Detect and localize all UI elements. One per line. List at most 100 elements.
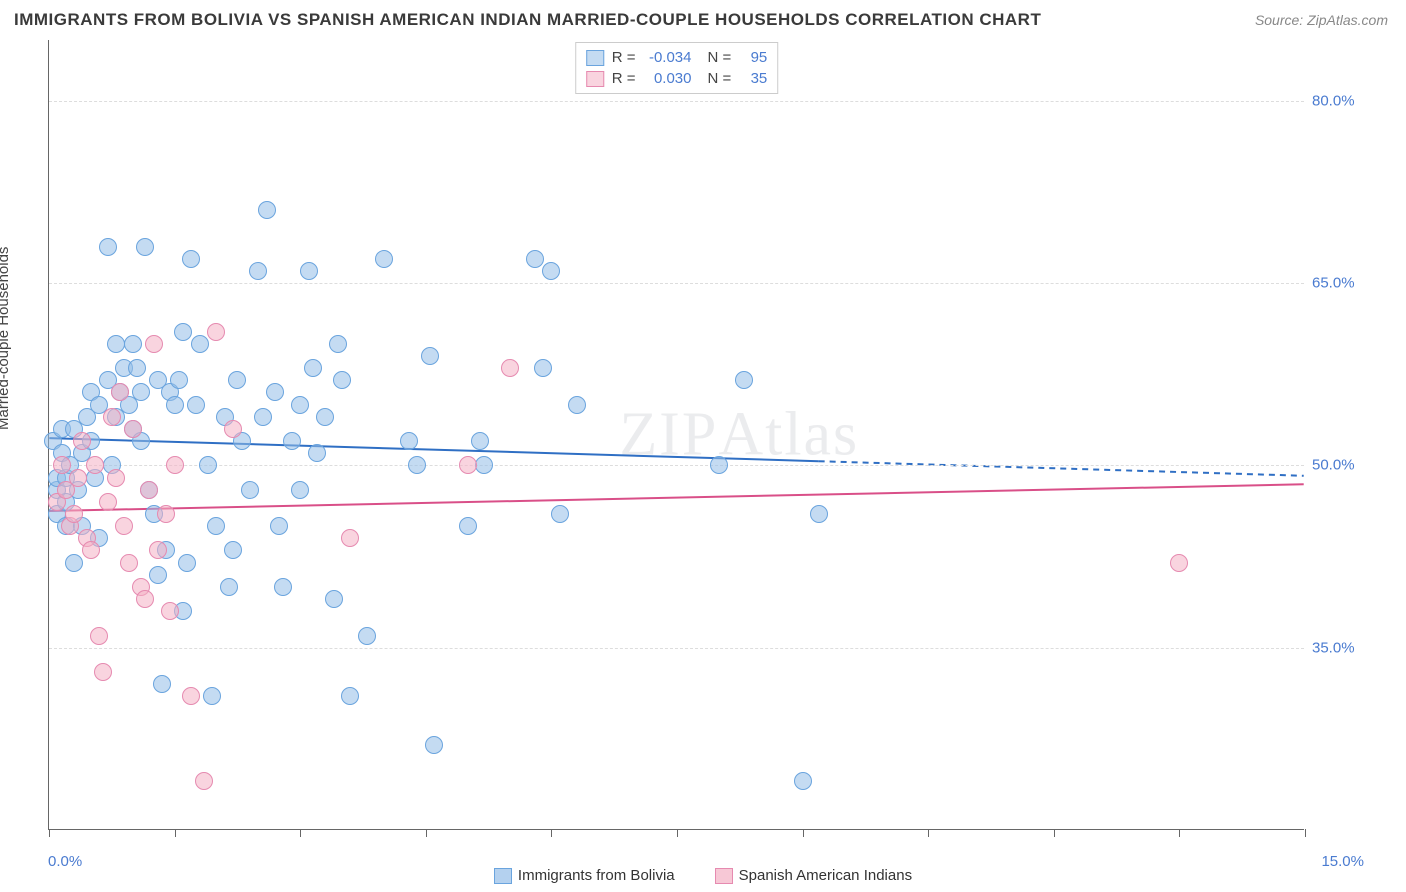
x-tick (803, 829, 804, 837)
legend-swatch (586, 71, 604, 87)
scatter-point (341, 687, 359, 705)
x-tick (300, 829, 301, 837)
scatter-point (224, 420, 242, 438)
scatter-point (810, 505, 828, 523)
scatter-point (568, 396, 586, 414)
scatter-point (408, 456, 426, 474)
scatter-point (459, 517, 477, 535)
scatter-point (358, 627, 376, 645)
scatter-point (136, 238, 154, 256)
scatter-point (178, 554, 196, 572)
legend-stats-row: R =0.030N =35 (586, 68, 768, 89)
scatter-point (65, 505, 83, 523)
scatter-point (300, 262, 318, 280)
y-tick-label: 80.0% (1312, 92, 1372, 109)
x-tick (551, 829, 552, 837)
scatter-point (400, 432, 418, 450)
scatter-point (199, 456, 217, 474)
scatter-point (166, 456, 184, 474)
x-tick (175, 829, 176, 837)
scatter-point (291, 396, 309, 414)
scatter-point (65, 554, 83, 572)
legend-swatch (715, 868, 733, 884)
scatter-point (241, 481, 259, 499)
scatter-point (161, 602, 179, 620)
scatter-point (534, 359, 552, 377)
scatter-point (153, 675, 171, 693)
scatter-point (228, 371, 246, 389)
scatter-point (375, 250, 393, 268)
y-tick-label: 65.0% (1312, 275, 1372, 292)
x-tick (1305, 829, 1306, 837)
scatter-point (187, 396, 205, 414)
scatter-point (207, 323, 225, 341)
legend-label: Spanish American Indians (739, 867, 912, 884)
legend-item: Spanish American Indians (715, 867, 912, 884)
legend-n-value: 95 (737, 49, 767, 66)
scatter-point (115, 517, 133, 535)
gridline (49, 101, 1304, 102)
legend-item: Immigrants from Bolivia (494, 867, 675, 884)
scatter-point (254, 408, 272, 426)
gridline (49, 465, 1304, 466)
scatter-point (526, 250, 544, 268)
scatter-point (325, 590, 343, 608)
scatter-point (149, 566, 167, 584)
x-tick (1179, 829, 1180, 837)
scatter-point (182, 250, 200, 268)
scatter-point (145, 335, 163, 353)
scatter-point (53, 456, 71, 474)
scatter-point (120, 554, 138, 572)
scatter-point (501, 359, 519, 377)
scatter-point (124, 335, 142, 353)
scatter-point (270, 517, 288, 535)
scatter-point (1170, 554, 1188, 572)
scatter-point (203, 687, 221, 705)
scatter-point (195, 772, 213, 790)
watermark: ZIPAtlas (619, 399, 859, 470)
scatter-point (128, 359, 146, 377)
source-attribution: Source: ZipAtlas.com (1255, 12, 1388, 28)
legend-r-label: R = (612, 70, 636, 87)
scatter-point (459, 456, 477, 474)
scatter-point (140, 481, 158, 499)
x-tick (1054, 829, 1055, 837)
scatter-point (258, 201, 276, 219)
scatter-point (107, 469, 125, 487)
scatter-point (551, 505, 569, 523)
legend-r-value: 0.030 (642, 70, 692, 87)
gridline (49, 283, 1304, 284)
scatter-point (291, 481, 309, 499)
scatter-point (735, 371, 753, 389)
legend-swatch (494, 868, 512, 884)
legend-swatch (586, 50, 604, 66)
scatter-point (174, 323, 192, 341)
legend-r-value: -0.034 (642, 49, 692, 66)
y-tick-label: 35.0% (1312, 639, 1372, 656)
legend-label: Immigrants from Bolivia (518, 867, 675, 884)
scatter-point (166, 396, 184, 414)
scatter-point (207, 517, 225, 535)
y-axis-title: Married-couple Households (0, 247, 12, 430)
scatter-point (82, 541, 100, 559)
plot-area: ZIPAtlas R =-0.034N =95R =0.030N =35 80.… (48, 40, 1304, 830)
chart-title: IMMIGRANTS FROM BOLIVIA VS SPANISH AMERI… (14, 10, 1041, 30)
legend-stats-box: R =-0.034N =95R =0.030N =35 (575, 42, 779, 94)
scatter-point (182, 687, 200, 705)
scatter-point (333, 371, 351, 389)
x-tick (677, 829, 678, 837)
scatter-point (329, 335, 347, 353)
scatter-point (283, 432, 301, 450)
scatter-point (224, 541, 242, 559)
y-tick-label: 50.0% (1312, 457, 1372, 474)
gridline (49, 648, 1304, 649)
scatter-point (220, 578, 238, 596)
scatter-point (266, 383, 284, 401)
legend-n-label: N = (708, 49, 732, 66)
scatter-point (421, 347, 439, 365)
legend-r-label: R = (612, 49, 636, 66)
scatter-point (341, 529, 359, 547)
scatter-point (304, 359, 322, 377)
legend-n-label: N = (708, 70, 732, 87)
scatter-point (542, 262, 560, 280)
